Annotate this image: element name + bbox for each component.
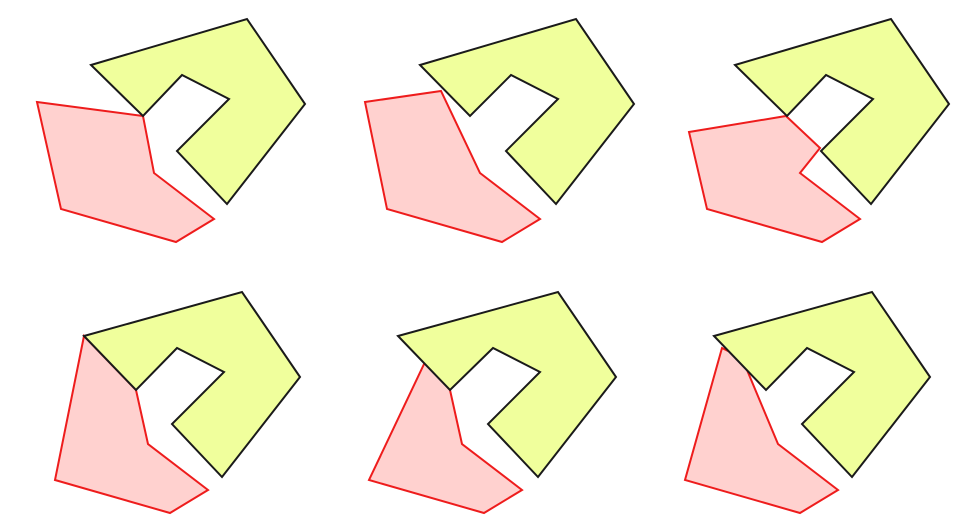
yellow-polygon [712,290,932,479]
yellow-polygon [89,17,307,206]
panel-2 [363,17,636,244]
yellow-polygon [396,290,618,479]
yellow-polygon [82,290,302,479]
panel-6 [683,290,932,515]
panel-1 [35,17,307,244]
pink-polygon [35,100,216,244]
panel-5 [367,290,618,515]
yellow-polygon [733,17,951,206]
panel-3 [687,17,951,244]
panel-4 [53,290,302,515]
pink-polygon [363,89,542,244]
yellow-polygon [418,17,636,206]
pink-polygon [687,114,862,244]
